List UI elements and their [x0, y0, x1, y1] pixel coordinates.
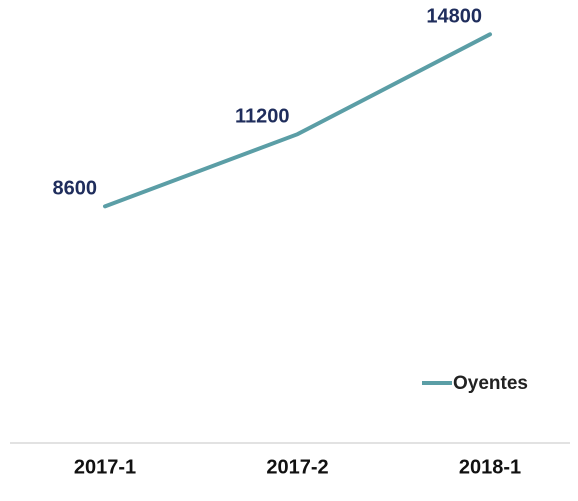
- data-label: 8600: [53, 178, 98, 200]
- x-tick-label: 2017-1: [74, 456, 136, 478]
- data-label: 11200: [235, 105, 290, 127]
- data-label: 14800: [426, 6, 482, 28]
- series-line: [103, 32, 492, 209]
- x-tick-label: 2017-2: [266, 456, 328, 478]
- legend-label: Oyentes: [453, 373, 528, 394]
- x-tick-label: 2018-1: [459, 456, 521, 478]
